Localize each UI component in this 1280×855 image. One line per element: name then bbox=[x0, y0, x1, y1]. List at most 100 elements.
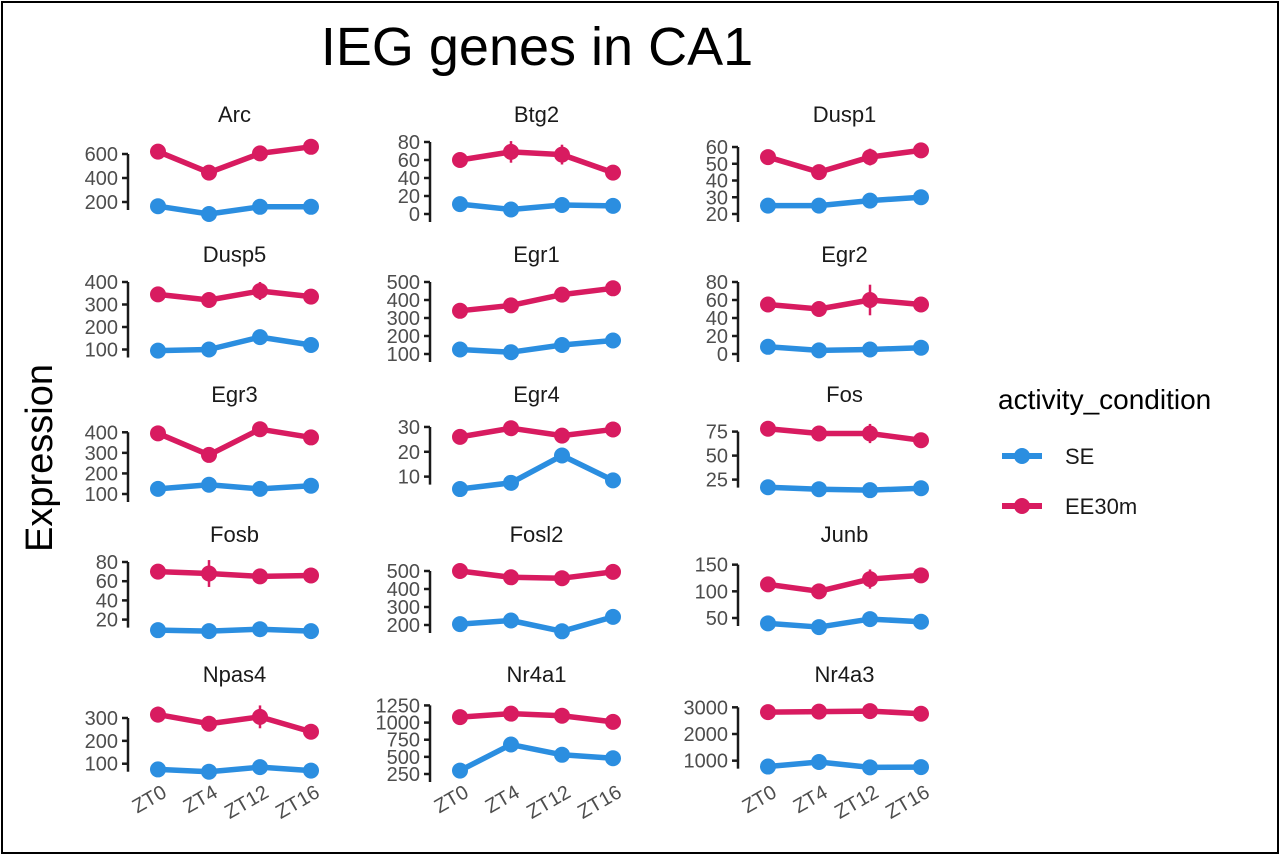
data-point-se-fosl2 bbox=[452, 616, 468, 633]
legend: activity_condition SE EE30m bbox=[998, 384, 1211, 519]
y-tick-label-fosb: 40 bbox=[96, 590, 118, 612]
data-point-ee30m-egr3 bbox=[252, 421, 268, 438]
series-line-ee30m-btg2 bbox=[459, 149, 614, 176]
data-point-se-fosb bbox=[303, 623, 319, 640]
series-line-se-nr4a1 bbox=[458, 741, 614, 774]
data-point-ee30m-nr4a3 bbox=[913, 705, 929, 722]
series-line-se-nr4a3 bbox=[767, 759, 922, 771]
facet-panel-egr4: Egr4 10 20 30 bbox=[398, 382, 621, 498]
data-point-se-fosl2 bbox=[503, 612, 519, 629]
facet-title-dusp1: Dusp1 bbox=[813, 102, 877, 127]
y-tick-label-fos: 25 bbox=[706, 470, 728, 492]
y-tick-label-arc: 200 bbox=[85, 192, 118, 214]
data-point-se-egr4 bbox=[605, 472, 621, 489]
y-tick-label-egr1: 400 bbox=[387, 290, 420, 312]
y-tick-label-nr4a1: 750 bbox=[387, 730, 420, 752]
y-tick-label-npas4: 100 bbox=[85, 754, 118, 776]
y-tick-label-egr1: 300 bbox=[387, 308, 420, 330]
y-tick-label-egr4: 10 bbox=[398, 467, 420, 489]
data-point-ee30m-fosl2 bbox=[503, 569, 519, 586]
y-tick-label-fosb: 60 bbox=[96, 571, 118, 593]
series-line-se-btg2 bbox=[459, 201, 614, 213]
series-line-se-dusp5 bbox=[157, 334, 312, 354]
data-point-ee30m-arc bbox=[201, 164, 217, 181]
y-tick-label-btg2: 0 bbox=[409, 204, 420, 226]
series-line-ee30m-egr4 bbox=[459, 425, 614, 440]
data-point-ee30m-fos bbox=[862, 425, 878, 442]
data-point-se-dusp1 bbox=[913, 189, 929, 206]
data-point-ee30m-nr4a1 bbox=[605, 713, 621, 730]
series-line-se-fosb bbox=[157, 626, 312, 634]
data-point-se-arc bbox=[303, 198, 319, 215]
facet-title-npas4: Npas4 bbox=[203, 662, 267, 687]
y-tick-label-egr2: 40 bbox=[706, 308, 728, 330]
data-point-se-fos bbox=[760, 479, 776, 496]
y-tick-label-fosl2: 400 bbox=[387, 579, 420, 601]
data-point-ee30m-junb bbox=[760, 576, 776, 593]
data-point-ee30m-btg2 bbox=[503, 143, 519, 160]
data-point-ee30m-fosb bbox=[201, 565, 217, 582]
y-tick-label-fosl2: 300 bbox=[387, 597, 420, 619]
y-tick-label-dusp5: 400 bbox=[85, 272, 118, 294]
data-point-se-egr1 bbox=[503, 344, 519, 361]
series-line-ee30m-fosl2 bbox=[459, 568, 614, 581]
data-point-se-nr4a3 bbox=[913, 759, 929, 776]
y-tick-label-egr4: 20 bbox=[398, 442, 420, 464]
facet-title-nr4a3: Nr4a3 bbox=[815, 662, 875, 687]
data-point-se-junb bbox=[811, 619, 827, 636]
y-tick-label-egr2: 20 bbox=[706, 326, 728, 348]
y-tick-label-btg2: 60 bbox=[398, 150, 420, 172]
series-line-ee30m-junb bbox=[767, 572, 922, 595]
y-tick-label-npas4: 200 bbox=[85, 731, 118, 753]
y-tick-label-dusp1: 30 bbox=[706, 187, 728, 209]
legend-key-point-ee30m bbox=[1014, 498, 1030, 514]
facet-title-egr1: Egr1 bbox=[513, 242, 559, 267]
facet-title-arc: Arc bbox=[218, 102, 251, 127]
series-line-se-egr2 bbox=[767, 344, 922, 354]
series-line-ee30m-egr2 bbox=[767, 297, 922, 312]
series-line-se-egr3 bbox=[157, 481, 312, 492]
y-tick-label-btg2: 80 bbox=[398, 132, 420, 154]
series-line-ee30m-nr4a1 bbox=[459, 710, 614, 725]
facet-panels: Arc200400600Btg2020406080Dusp12030405060… bbox=[85, 102, 934, 824]
series-line-se-fosl2 bbox=[459, 614, 614, 635]
facet-title-btg2: Btg2 bbox=[514, 102, 559, 127]
y-tick-label-junb: 50 bbox=[706, 608, 728, 630]
data-point-se-egr4 bbox=[503, 474, 519, 491]
y-tick-label-fos: 75 bbox=[706, 422, 728, 444]
data-point-ee30m-nr4a3 bbox=[760, 704, 776, 721]
series-line-ee30m-dusp5 bbox=[157, 288, 312, 303]
x-tick-label-nr4a1: ZT16 bbox=[574, 781, 625, 823]
x-tick-label-nr4a1: ZT4 bbox=[482, 781, 524, 818]
data-point-se-arc bbox=[201, 206, 217, 222]
x-tick-label-nr4a1: ZT0 bbox=[431, 781, 473, 818]
series-line-se-arc bbox=[157, 203, 311, 217]
data-point-ee30m-junb bbox=[811, 583, 827, 600]
data-point-se-npas4 bbox=[201, 763, 217, 780]
data-point-ee30m-dusp1 bbox=[811, 164, 827, 181]
data-point-ee30m-fosb bbox=[303, 567, 319, 584]
x-tick-label-nr4a3: ZT16 bbox=[882, 781, 933, 823]
x-tick-label-npas4: ZT16 bbox=[272, 781, 323, 823]
data-point-se-junb bbox=[913, 613, 929, 630]
data-point-se-btg2 bbox=[605, 197, 621, 214]
data-point-ee30m-fosl2 bbox=[452, 563, 468, 579]
y-tick-label-dusp1: 60 bbox=[706, 137, 728, 159]
data-point-se-dusp1 bbox=[760, 197, 776, 214]
y-tick-label-dusp5: 100 bbox=[85, 340, 118, 362]
data-point-se-nr4a3 bbox=[811, 754, 827, 770]
data-point-ee30m-nr4a3 bbox=[811, 703, 827, 720]
y-tick-label-egr4: 30 bbox=[398, 417, 420, 439]
data-point-se-egr1 bbox=[605, 332, 621, 349]
data-point-ee30m-egr3 bbox=[150, 425, 166, 442]
data-point-se-egr4 bbox=[554, 447, 570, 464]
data-point-se-egr2 bbox=[760, 338, 776, 355]
data-point-ee30m-dusp1 bbox=[760, 149, 776, 166]
data-point-se-nr4a1 bbox=[605, 750, 621, 767]
data-point-ee30m-egr2 bbox=[862, 292, 878, 308]
